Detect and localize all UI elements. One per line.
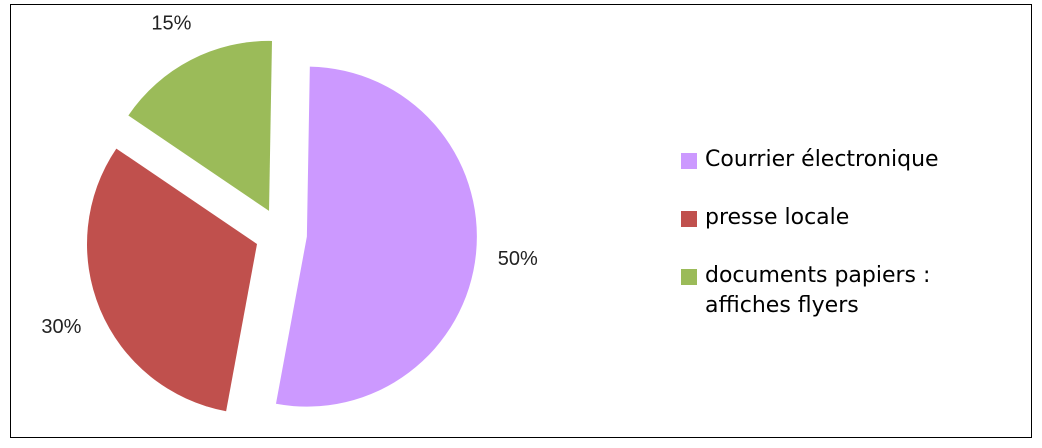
legend-item-1: Courrier électronique	[681, 145, 1021, 203]
pie-slice-2	[87, 148, 258, 412]
pie-chart: 50% 30% 15%	[41, 13, 538, 412]
legend-label: Courrier électronique	[705, 147, 939, 172]
legend-item-2: presse locale	[681, 203, 1021, 261]
legend-label: documents papiers : affiches flyers	[705, 263, 931, 318]
legend-item-3: documents papiers : affiches flyers	[681, 261, 1021, 319]
legend-label: presse locale	[705, 205, 850, 230]
legend: Courrier électronique presse locale docume…	[681, 145, 1021, 319]
pie-slice-1	[275, 66, 477, 407]
legend-swatch	[681, 211, 697, 227]
pie-slice-3	[128, 40, 272, 211]
data-label-3: 15%	[151, 13, 191, 35]
chart-frame: 50% 30% 15% Courrier électronique presse lo…	[10, 4, 1032, 438]
data-label-1: 50%	[498, 248, 538, 270]
legend-swatch	[681, 269, 697, 285]
legend-swatch	[681, 153, 697, 169]
data-label-2: 30%	[41, 316, 81, 338]
